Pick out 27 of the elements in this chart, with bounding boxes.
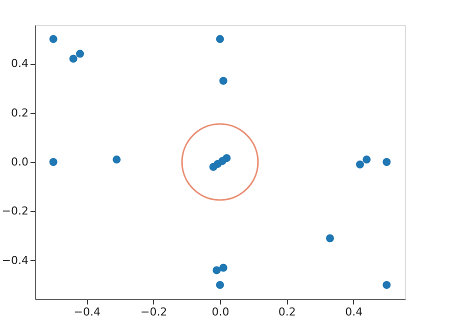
y-tick-label: 0.2 [11,106,28,120]
x-tick-label: −0.2 [140,306,168,318]
x-tick-label: 0.2 [278,306,296,318]
point [216,280,224,289]
point [326,234,334,242]
point [76,50,84,58]
point [112,156,121,164]
point [212,266,221,274]
y-tick-label: 0.0 [11,156,28,168]
point [49,35,58,44]
point [216,35,224,44]
y-tick-label: −0.2 [2,204,28,218]
x-tick-label: 0.4 [345,306,363,318]
point [181,123,259,201]
x-tick-label: 0.0 [212,306,230,318]
point [219,264,228,272]
x-tick-label: −0.4 [74,306,101,318]
point [382,158,391,166]
y-tick-label: −0.4 [2,254,28,267]
point [219,76,228,85]
point [356,160,364,168]
y-tick-label: 0.4 [11,57,28,70]
point [49,158,58,166]
point [362,156,371,164]
point [69,54,78,63]
point [382,280,391,289]
point [222,154,231,162]
